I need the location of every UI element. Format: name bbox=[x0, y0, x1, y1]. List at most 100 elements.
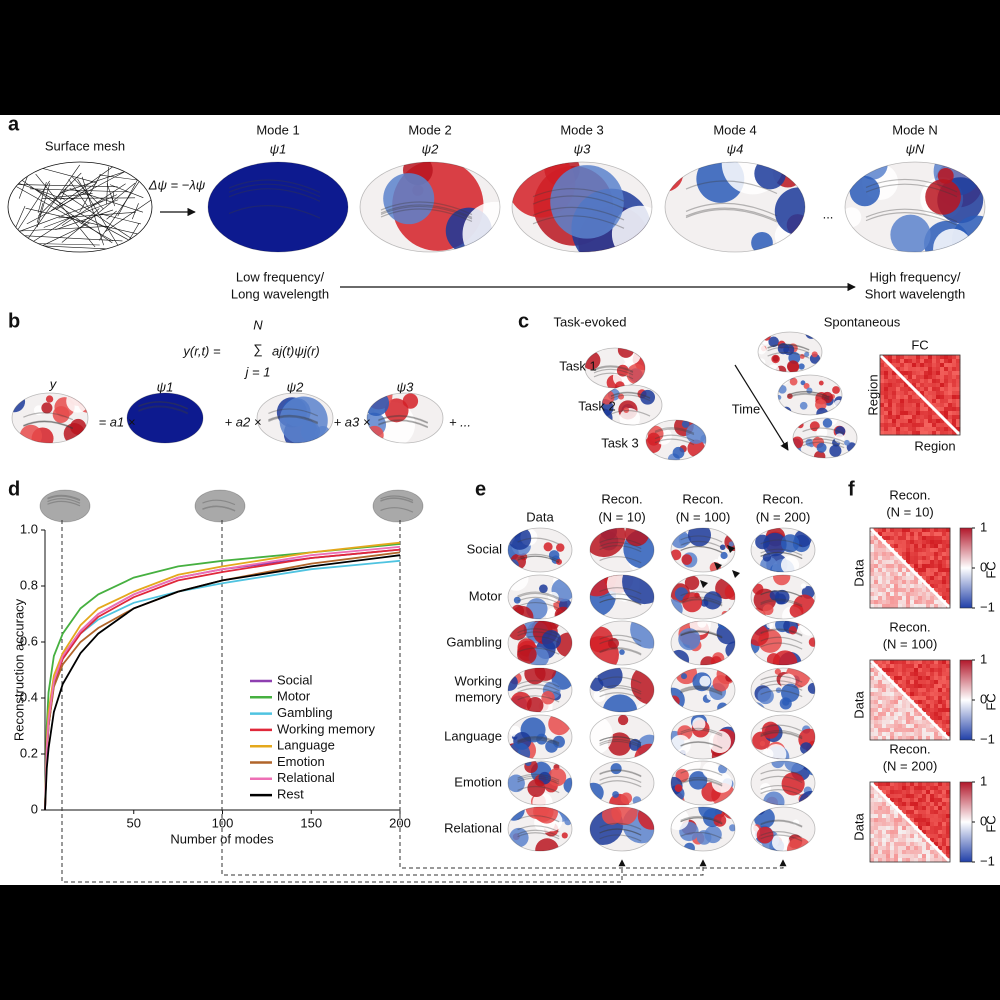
time-arrow bbox=[734, 364, 789, 451]
matrix-cell bbox=[890, 696, 895, 701]
matrix-cell bbox=[882, 708, 887, 713]
matrix-cell bbox=[904, 395, 909, 400]
matrix-cell bbox=[910, 544, 915, 549]
matrix-cell bbox=[898, 588, 903, 593]
matrix-cell bbox=[904, 423, 909, 428]
matrix-cell bbox=[904, 427, 909, 432]
matrix-cell bbox=[926, 822, 931, 827]
matrix-cell bbox=[924, 431, 929, 436]
matrix-cell bbox=[910, 810, 915, 815]
brain-patch bbox=[758, 345, 767, 355]
matrix-cell bbox=[922, 576, 927, 581]
matrix-cell bbox=[924, 383, 929, 388]
brain-patch bbox=[816, 442, 827, 453]
mesh-edge bbox=[98, 179, 141, 241]
matrix-cell bbox=[916, 367, 921, 372]
sulcus bbox=[517, 555, 560, 563]
matrix-cell bbox=[952, 359, 957, 364]
matrix-cell bbox=[940, 391, 945, 396]
brain-patch bbox=[513, 596, 521, 604]
matrix-cell bbox=[940, 411, 945, 416]
matrix-cell bbox=[890, 858, 895, 863]
matrix-cell bbox=[878, 728, 883, 733]
matrix-cell bbox=[906, 684, 911, 689]
matrix-cell bbox=[900, 427, 905, 432]
matrix-cell bbox=[942, 704, 947, 709]
matrix-cell bbox=[908, 395, 913, 400]
mesh-edge bbox=[80, 208, 100, 225]
matrix-cell bbox=[932, 431, 937, 436]
sulcus bbox=[760, 548, 803, 556]
matrix-cell bbox=[894, 576, 899, 581]
matrix-cell bbox=[886, 588, 891, 593]
matrix-cell bbox=[882, 838, 887, 843]
matrix-cell bbox=[878, 708, 883, 713]
matrix-cell bbox=[870, 688, 875, 693]
sulcus bbox=[680, 591, 723, 599]
matrix-cell bbox=[878, 672, 883, 677]
matrix-cell bbox=[870, 798, 875, 803]
matrix-cell bbox=[922, 684, 927, 689]
brain-outline bbox=[126, 392, 204, 444]
matrix-cell bbox=[906, 664, 911, 669]
matrix-cell bbox=[898, 600, 903, 605]
matrix-cell bbox=[878, 664, 883, 669]
matrix-cell bbox=[886, 580, 891, 585]
sulcus bbox=[680, 685, 723, 693]
brain-outline bbox=[589, 667, 655, 713]
matrix-cell bbox=[890, 724, 895, 729]
matrix-cell bbox=[870, 580, 875, 585]
brain-outline bbox=[507, 760, 573, 806]
matrix-cell bbox=[910, 692, 915, 697]
matrix-cell bbox=[942, 664, 947, 669]
matrix-cell bbox=[940, 367, 945, 372]
matrix-cell bbox=[918, 810, 923, 815]
matrix-cell bbox=[882, 830, 887, 835]
matrix-cell bbox=[870, 858, 875, 863]
matrix-cell bbox=[930, 728, 935, 733]
matrix-cell bbox=[918, 846, 923, 851]
matrix-cell bbox=[878, 532, 883, 537]
matrix-cell bbox=[914, 822, 919, 827]
matrix-cell bbox=[916, 379, 921, 384]
matrix-cell bbox=[912, 359, 917, 364]
matrix-cell bbox=[874, 580, 879, 585]
matrix-cell bbox=[894, 592, 899, 597]
matrix-cell bbox=[946, 600, 951, 605]
brain-outline bbox=[750, 806, 816, 852]
matrix-cell bbox=[878, 704, 883, 709]
matrix-cell bbox=[914, 536, 919, 541]
matrix-cell bbox=[916, 427, 921, 432]
matrix-cell bbox=[894, 560, 899, 565]
matrix-cell bbox=[870, 708, 875, 713]
matrix-cell bbox=[926, 552, 931, 557]
matrix-cell bbox=[894, 830, 899, 835]
matrix-cell bbox=[934, 794, 939, 799]
sulcus bbox=[517, 695, 560, 703]
matrix-cell bbox=[926, 532, 931, 537]
matrix-cell bbox=[882, 660, 887, 665]
matrix-cell bbox=[888, 407, 893, 412]
matrix-cell bbox=[882, 806, 887, 811]
matrix-cell bbox=[910, 600, 915, 605]
matrix-cell bbox=[898, 548, 903, 553]
matrix-cell bbox=[898, 692, 903, 697]
sulcus bbox=[517, 773, 560, 781]
matrix-cell bbox=[910, 720, 915, 725]
matrix-cell bbox=[904, 367, 909, 372]
matrix-cell bbox=[874, 822, 879, 827]
matrix-cell bbox=[942, 834, 947, 839]
matrix-cell bbox=[942, 806, 947, 811]
matrix-cell bbox=[890, 536, 895, 541]
matrix-cell bbox=[898, 728, 903, 733]
brain-patch bbox=[703, 591, 722, 610]
matrix-cell bbox=[908, 419, 913, 424]
matrix-cell bbox=[906, 736, 911, 741]
matrix-cell bbox=[940, 399, 945, 404]
y-label: y bbox=[49, 376, 58, 391]
matrix-cell bbox=[922, 782, 927, 787]
matrix-cell bbox=[926, 700, 931, 705]
matrix-cell bbox=[952, 399, 957, 404]
matrix-cell bbox=[910, 560, 915, 565]
sulcus bbox=[760, 590, 803, 598]
